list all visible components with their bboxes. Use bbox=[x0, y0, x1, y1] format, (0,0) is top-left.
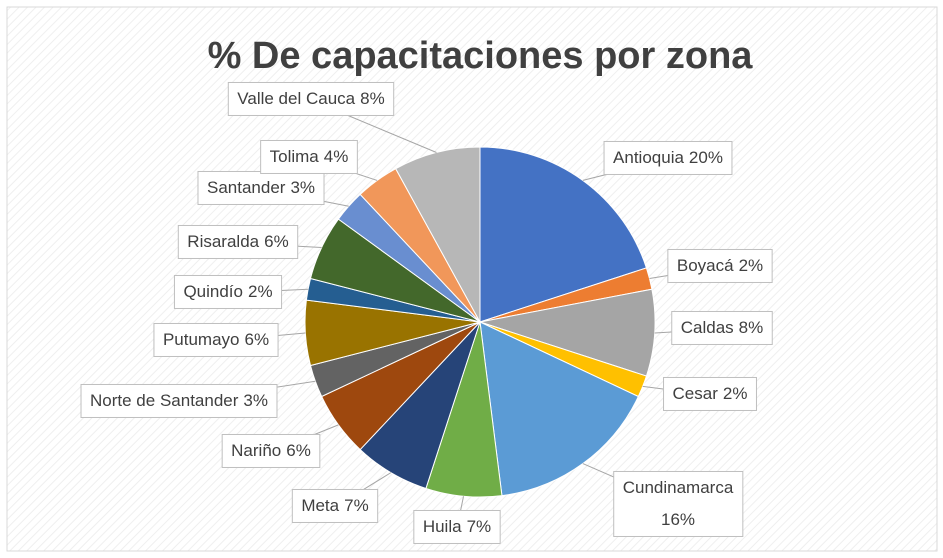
data-label: Nariño 6% bbox=[231, 441, 311, 460]
data-label-value: 2% bbox=[723, 384, 748, 403]
data-label-value: 2% bbox=[248, 282, 273, 301]
data-label-category: Putumayo bbox=[163, 330, 240, 349]
data-label: Valle del Cauca 8% bbox=[237, 89, 384, 108]
data-label-category: Quindío bbox=[183, 282, 243, 301]
data-label-box bbox=[221, 433, 321, 468]
data-label-box bbox=[413, 509, 501, 544]
data-label-value: 6% bbox=[286, 441, 311, 460]
data-label-box bbox=[671, 310, 773, 345]
data-label-category: Meta bbox=[301, 496, 339, 515]
data-label-box bbox=[260, 139, 358, 174]
data-label: Huila 7% bbox=[423, 517, 491, 536]
data-label-category: Boyacá bbox=[677, 256, 734, 275]
data-label-category: Cesar bbox=[673, 384, 719, 403]
data-label-category: Valle del Cauca bbox=[237, 89, 355, 108]
data-label-value: 3% bbox=[290, 178, 315, 197]
data-label-category: Huila bbox=[423, 517, 462, 536]
data-label-value: 7% bbox=[344, 496, 369, 515]
data-label-box bbox=[663, 376, 757, 411]
data-label-box bbox=[603, 140, 733, 175]
data-label: Tolima 4% bbox=[270, 147, 349, 166]
data-label-box bbox=[667, 248, 773, 283]
data-label: Cundinamarca 16% bbox=[623, 478, 734, 529]
data-label-category: Risaralda bbox=[187, 232, 259, 251]
data-label-value: 4% bbox=[324, 147, 349, 166]
data-label: Quindío 2% bbox=[183, 282, 272, 301]
data-label-value: 3% bbox=[243, 391, 268, 410]
data-label-value: 16% bbox=[661, 510, 695, 529]
data-label-value: 8% bbox=[360, 89, 385, 108]
data-label: Putumayo 6% bbox=[163, 330, 269, 349]
data-label-box bbox=[613, 470, 744, 537]
data-label-box bbox=[291, 488, 379, 523]
data-label-box bbox=[80, 383, 278, 418]
data-label-category: Cundinamarca bbox=[623, 478, 734, 497]
data-label: Boyacá 2% bbox=[677, 256, 763, 275]
data-label-box bbox=[173, 274, 283, 309]
data-label-box bbox=[177, 224, 299, 259]
data-label-category: Tolima bbox=[270, 147, 320, 166]
data-label-value: 6% bbox=[244, 330, 269, 349]
data-label-category: Santander bbox=[207, 178, 286, 197]
data-label-value: 8% bbox=[739, 318, 764, 337]
data-label: Santander 3% bbox=[207, 178, 315, 197]
data-label: Meta 7% bbox=[301, 496, 368, 515]
data-label-category: Nariño bbox=[231, 441, 281, 460]
chart-title: % De capacitaciones por zona bbox=[208, 35, 754, 77]
data-label-value: 20% bbox=[689, 148, 723, 167]
data-label-category: Norte de Santander bbox=[90, 391, 239, 410]
data-label: Cesar 2% bbox=[673, 384, 748, 403]
data-label-category: Caldas bbox=[681, 318, 734, 337]
data-label-value: 2% bbox=[739, 256, 764, 275]
data-label-value: 6% bbox=[264, 232, 289, 251]
data-label-box bbox=[227, 81, 395, 116]
data-label-box bbox=[153, 322, 279, 357]
data-label: Risaralda 6% bbox=[187, 232, 288, 251]
data-label: Caldas 8% bbox=[681, 318, 764, 337]
data-label: Norte de Santander 3% bbox=[90, 391, 268, 410]
data-label: Antioquia 20% bbox=[613, 148, 723, 167]
data-label-value: 7% bbox=[467, 517, 492, 536]
data-label-category: Antioquia bbox=[613, 148, 684, 167]
